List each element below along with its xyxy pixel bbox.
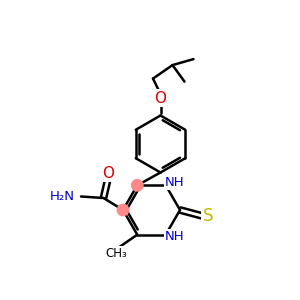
Circle shape [132, 180, 143, 191]
Text: CH₃: CH₃ [105, 247, 127, 260]
Text: NH: NH [165, 230, 184, 243]
Text: H₂N: H₂N [50, 190, 74, 203]
Text: S: S [203, 207, 213, 225]
Circle shape [117, 204, 129, 216]
Text: O: O [103, 166, 115, 181]
Text: NH: NH [165, 176, 184, 189]
Text: O: O [154, 91, 166, 106]
